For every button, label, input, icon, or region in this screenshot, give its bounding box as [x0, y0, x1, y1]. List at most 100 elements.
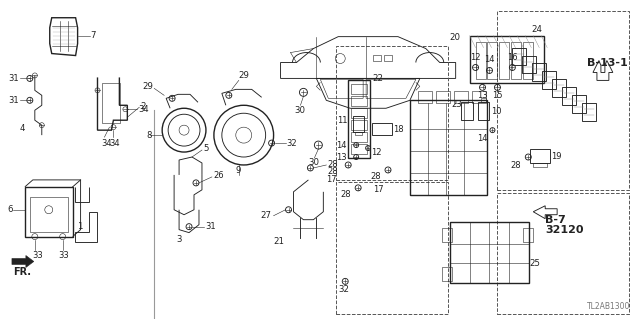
Text: 28: 28: [371, 172, 381, 181]
Bar: [410, 100, 488, 195]
Polygon shape: [533, 206, 557, 219]
Bar: [533, 163, 547, 167]
Bar: [442, 268, 452, 281]
Text: 9: 9: [236, 166, 241, 175]
Bar: [353, 116, 364, 132]
Bar: [524, 42, 533, 79]
Text: 32120: 32120: [545, 225, 584, 235]
Text: 28: 28: [328, 167, 339, 176]
Text: 29: 29: [239, 71, 250, 80]
Bar: [542, 71, 556, 89]
Text: 33: 33: [59, 251, 70, 260]
Bar: [562, 87, 576, 105]
Text: 10: 10: [492, 107, 502, 116]
Bar: [436, 91, 450, 103]
Bar: [336, 45, 448, 180]
Text: 34: 34: [138, 105, 149, 114]
Text: 11: 11: [337, 116, 348, 125]
Text: B-13-1: B-13-1: [587, 58, 628, 68]
Text: 25: 25: [529, 259, 540, 268]
Text: 14: 14: [484, 55, 495, 64]
Text: B-7: B-7: [545, 215, 566, 225]
Bar: [497, 11, 628, 190]
Text: 28: 28: [511, 162, 522, 171]
Bar: [497, 193, 628, 314]
Bar: [418, 91, 432, 103]
Text: 34: 34: [102, 139, 112, 148]
Text: 16: 16: [507, 53, 518, 62]
Text: 15: 15: [492, 91, 503, 100]
Bar: [351, 108, 367, 118]
Text: 19: 19: [551, 152, 562, 161]
Bar: [552, 79, 566, 97]
Bar: [351, 144, 367, 154]
Bar: [373, 54, 381, 60]
Text: 13: 13: [477, 91, 488, 100]
Text: FR.: FR.: [13, 268, 31, 277]
Bar: [348, 80, 370, 158]
Bar: [384, 54, 392, 60]
Bar: [513, 48, 526, 66]
Bar: [351, 84, 367, 94]
Text: 3: 3: [176, 235, 182, 244]
Bar: [351, 120, 367, 130]
Text: 17: 17: [373, 185, 384, 194]
Bar: [102, 84, 120, 123]
Polygon shape: [593, 60, 613, 80]
Text: 23: 23: [452, 100, 462, 109]
Text: 24: 24: [531, 25, 542, 34]
Text: 13: 13: [335, 153, 346, 162]
Text: 14: 14: [336, 140, 346, 149]
Bar: [582, 103, 596, 121]
Bar: [476, 42, 486, 79]
Text: 21: 21: [273, 237, 285, 246]
Text: 1: 1: [77, 222, 82, 231]
Bar: [442, 228, 452, 242]
Text: 30: 30: [308, 158, 319, 167]
Text: 18: 18: [393, 125, 404, 134]
Text: 31: 31: [8, 74, 19, 83]
Bar: [511, 42, 522, 79]
Bar: [522, 56, 536, 74]
Text: 17: 17: [326, 175, 337, 184]
Bar: [472, 91, 486, 103]
Bar: [524, 228, 533, 242]
Text: 31: 31: [8, 96, 19, 105]
Bar: [477, 102, 490, 120]
Bar: [351, 132, 367, 142]
Text: 28: 28: [340, 190, 351, 199]
Text: 32: 32: [339, 285, 349, 294]
Text: 33: 33: [32, 251, 43, 260]
Text: 22: 22: [372, 74, 383, 83]
Text: 30: 30: [294, 106, 305, 115]
Text: 28: 28: [327, 160, 338, 170]
Bar: [532, 63, 546, 81]
Text: 34: 34: [109, 139, 120, 148]
Bar: [450, 222, 529, 284]
Text: 12: 12: [470, 53, 481, 62]
Bar: [461, 102, 472, 120]
Bar: [499, 42, 509, 79]
Text: 26: 26: [213, 172, 223, 180]
Bar: [572, 95, 586, 113]
Text: 5: 5: [203, 144, 209, 153]
Text: 4: 4: [20, 124, 26, 133]
Text: 27: 27: [260, 211, 271, 220]
Bar: [481, 98, 486, 102]
Text: 6: 6: [7, 205, 12, 214]
Text: 2: 2: [140, 102, 146, 111]
Text: 20: 20: [450, 33, 461, 42]
Polygon shape: [12, 255, 34, 268]
Bar: [454, 91, 468, 103]
Text: 8: 8: [147, 131, 152, 140]
Text: 7: 7: [90, 31, 96, 40]
Text: 32: 32: [287, 139, 297, 148]
Bar: [531, 149, 550, 163]
Text: TL2AB1300: TL2AB1300: [587, 302, 630, 311]
Text: 29: 29: [142, 82, 153, 91]
Bar: [351, 96, 367, 106]
Bar: [488, 42, 497, 79]
Bar: [336, 182, 448, 314]
Bar: [470, 36, 544, 84]
Text: 12: 12: [371, 148, 381, 156]
